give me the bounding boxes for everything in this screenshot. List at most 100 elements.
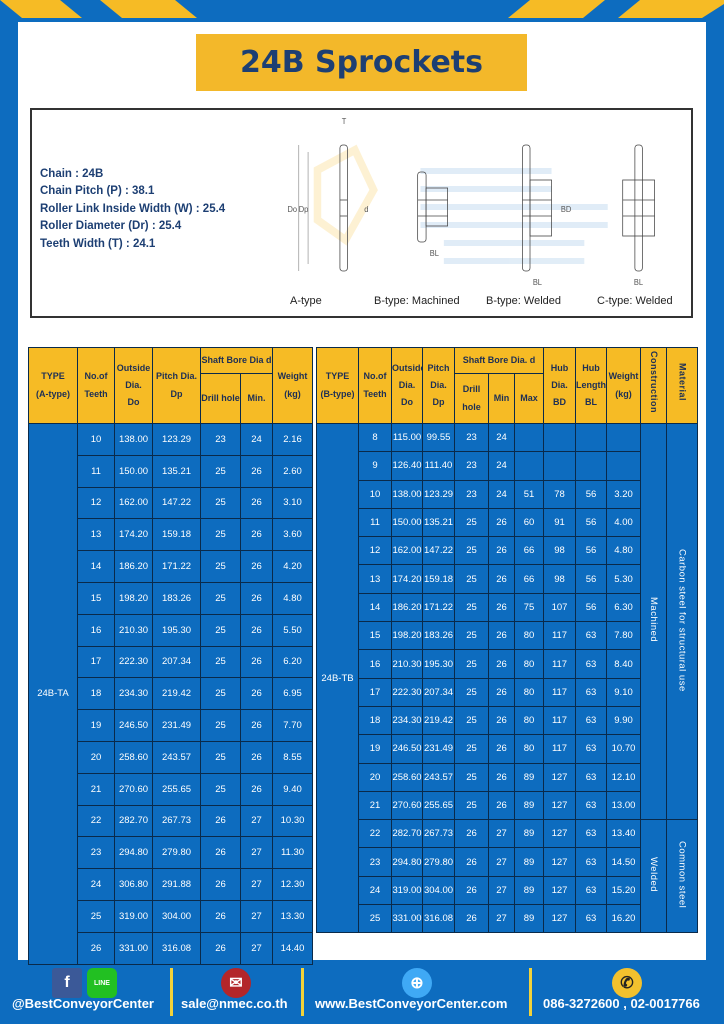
cell-drill-hole: 23 [200,423,241,456]
cell-max-bore: 80 [513,677,545,707]
cell-pitch-dia: 183.26 [422,621,455,651]
cell-max-bore [513,451,545,481]
cell-outside-dia: 126.40 [391,451,423,481]
cell-outside-dia: 162.00 [114,486,153,520]
cell-drill-hole: 25 [454,790,489,821]
cell-pitch-dia: 255.65 [152,772,201,806]
spec-chain-pitch: Chain Pitch (P) : 38.1 [40,185,155,198]
email-link[interactable]: sale@nmec.co.th [181,996,288,1011]
cell-max-bore: 75 [513,592,545,623]
cell-weight [606,422,642,453]
cell-min-bore: 26 [239,613,274,647]
cell-drill-hole: 26 [200,931,241,965]
cell-drill-hole: 25 [454,649,489,679]
cell-teeth: 8 [358,422,392,453]
cell-hub-length: 56 [575,564,608,594]
cell-weight: 8.55 [272,740,314,774]
divider [301,968,304,1016]
cell-pitch-dia: 147.22 [422,536,455,566]
cell-weight: 9.10 [606,677,642,707]
cell-min-bore: 24 [488,479,515,509]
phone-numbers[interactable]: 086-3272600 , 02-0017766 [543,996,700,1011]
table-row: 22 282.70 267.73 26 27 10.30 [29,804,314,838]
cell-teeth: 24 [358,875,392,906]
header-outside-dia: Outside Dia. Do [391,347,423,424]
cell-drill-hole: 26 [200,804,241,838]
header-construction: Construction [640,347,668,424]
cell-drill-hole: 25 [454,677,489,707]
cell-min-bore: 26 [488,734,515,764]
cell-drill-hole: 25 [454,564,489,594]
cell-pitch-dia: 99.55 [422,422,455,453]
cell-pitch-dia: 171.22 [152,550,201,583]
facebook-icon[interactable]: f [52,968,82,998]
social-handle[interactable]: @BestConveyorCenter [12,996,154,1011]
cell-outside-dia: 222.30 [391,677,423,707]
header-weight: Weight (kg) [272,347,314,424]
cell-outside-dia: 294.80 [391,847,423,877]
cell-outside-dia: 234.30 [391,705,423,736]
cell-hub-dia: 107 [543,592,577,623]
cell-weight: 16.20 [606,904,642,934]
cell-pitch-dia: 304.00 [422,875,455,906]
cell-teeth: 10 [77,423,115,456]
cell-max-bore: 89 [513,790,545,821]
b-type-table: TYPE (B-type) No.of Teeth Outside Dia. Do Pi… [316,347,699,934]
cell-outside-dia: 162.00 [391,536,423,566]
cell-min-bore: 27 [488,875,515,906]
label-T: T [342,117,347,126]
table-row: 16 210.30 195.30 25 26 80 117 63 8.40 [317,649,698,679]
header-min: Min. [239,373,274,424]
cell-teeth: 20 [358,762,392,792]
cell-drill-hole: 25 [200,740,241,774]
construction-label: Machined [648,597,660,643]
header-pitch-dia: Pitch Dia. Dp [422,347,455,424]
website-link[interactable]: www.BestConveyorCenter.com [315,996,508,1011]
cell-teeth: 23 [77,836,115,870]
b-type-welded-drawing [522,144,552,272]
table-row: 13 174.20 159.18 25 26 66 98 56 5.30 [317,564,698,594]
cell-teeth: 16 [77,613,115,647]
header-hub-dia: Hub Dia. BD [543,347,577,424]
cell-pitch-dia: 123.29 [422,479,455,509]
cell-teeth: 18 [358,705,392,736]
cell-outside-dia: 198.20 [114,581,153,615]
cell-outside-dia: 319.00 [114,899,153,933]
cell-weight: 8.40 [606,649,642,679]
cell-teeth: 25 [358,904,392,934]
cell-hub-length [575,422,608,453]
cell-teeth: 18 [77,677,115,711]
cell-teeth: 22 [77,804,115,838]
table-row: 15 198.20 183.26 25 26 80 117 63 7.80 [317,621,698,651]
cell-outside-dia: 294.80 [114,836,153,870]
line-icon[interactable]: LINE [87,968,117,998]
header-weight: Weight (kg) [606,347,642,424]
cell-weight: 5.30 [606,564,642,594]
cell-pitch-dia: 207.34 [422,677,455,707]
type-cell: 24B-TB [316,422,359,934]
cell-hub-length: 63 [575,904,608,934]
cell-pitch-dia: 231.49 [152,709,201,742]
table-row: 14 186.20 171.22 25 26 75 107 56 6.30 [317,592,698,623]
cell-hub-length: 63 [575,847,608,877]
cell-hub-dia: 127 [543,762,577,792]
divider [529,968,532,1016]
cell-outside-dia: 138.00 [391,479,423,509]
cell-weight: 9.90 [606,705,642,736]
cell-weight: 6.30 [606,592,642,623]
header-pitch-dia: Pitch Dia. Dp [152,347,201,424]
cell-weight: 9.40 [272,772,314,806]
cell-weight: 4.80 [272,581,314,615]
cell-max-bore: 60 [513,507,545,538]
cell-hub-length: 56 [575,592,608,623]
table-row: 20 258.60 243.57 25 26 89 127 63 12.10 [317,762,698,792]
construction-label: Welded [648,857,660,893]
cell-drill-hole: 25 [454,734,489,764]
cell-outside-dia: 186.20 [391,592,423,623]
cell-min-bore: 26 [488,649,515,679]
cell-weight: 15.20 [606,875,642,906]
cell-weight: 10.30 [272,804,314,838]
cell-weight: 3.60 [272,518,314,552]
cell-weight: 13.00 [606,790,642,821]
cell-pitch-dia: 291.88 [152,868,201,901]
